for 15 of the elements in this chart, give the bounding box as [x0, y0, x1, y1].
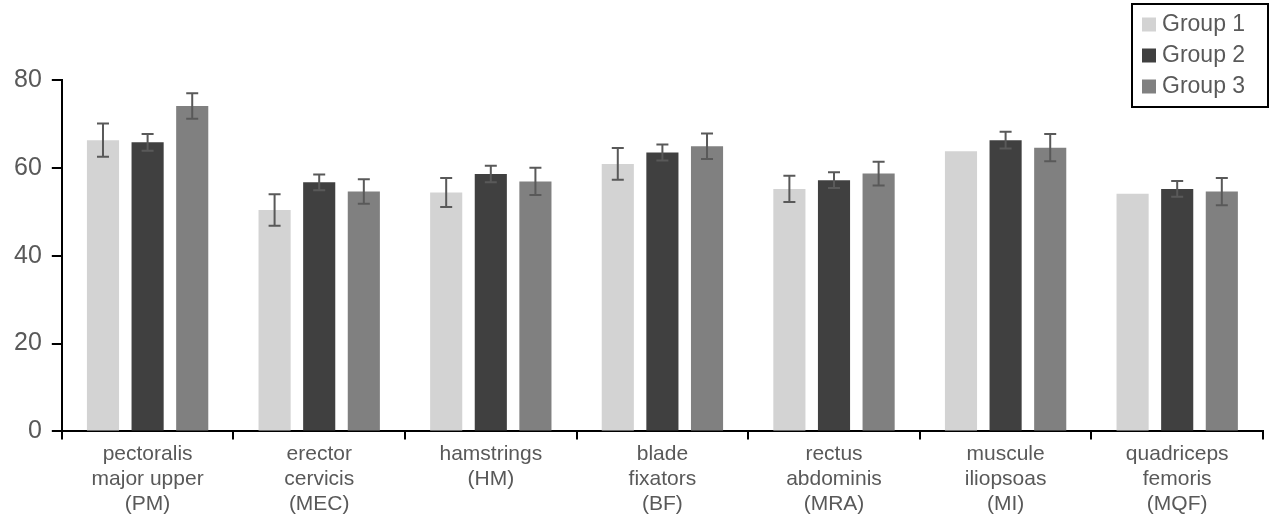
x-tick-label: erector cervicis (MEC): [284, 440, 355, 515]
legend-label: Group 3: [1162, 71, 1246, 98]
x-tick-label: hamstrings (HM): [439, 440, 543, 489]
x-tick-label: muscule iliopsoas (MI): [964, 440, 1047, 515]
x-tick-label: quadriceps femoris (MQF): [1125, 440, 1229, 515]
x-tick-label: pectoralis major upper (PM): [91, 440, 204, 515]
legend-label: Group 1: [1162, 9, 1246, 36]
y-tick-label: 60: [14, 151, 42, 180]
x-tick-label: blade fixators (BF): [628, 440, 697, 515]
y-tick-label: 80: [14, 63, 42, 92]
legend-label: Group 2: [1162, 40, 1246, 67]
y-tick-label: 0: [27, 415, 42, 444]
x-tick-label: rectus abdominis (MRA): [786, 440, 882, 515]
y-tick-label: 40: [14, 239, 42, 268]
y-tick-label: 20: [14, 327, 42, 356]
